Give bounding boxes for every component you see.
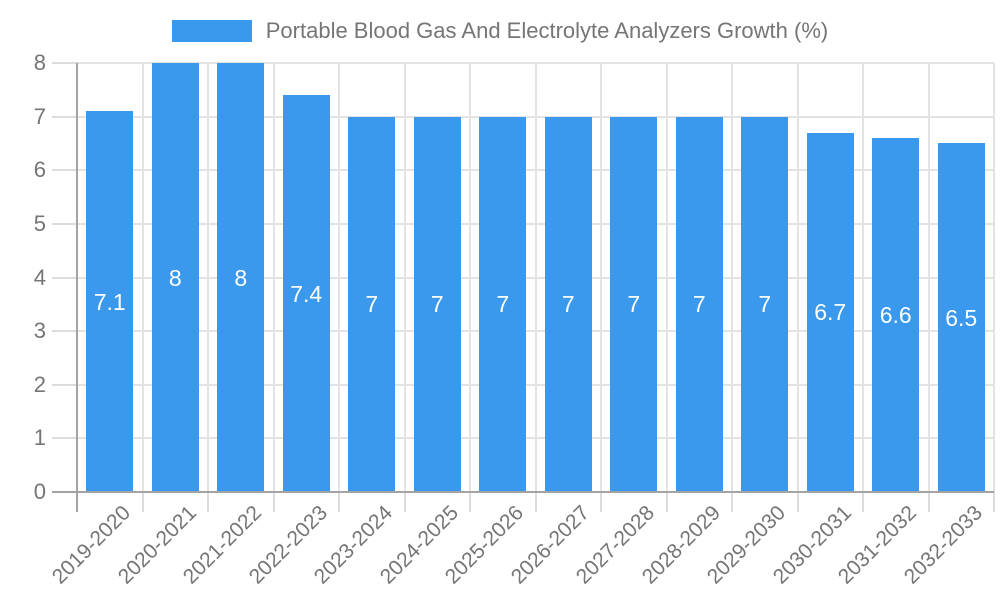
chart-legend: Portable Blood Gas And Electrolyte Analy… xyxy=(0,18,1000,44)
bar[interactable] xyxy=(741,116,789,492)
gridline-vertical xyxy=(927,63,930,492)
y-tick-label: 5 xyxy=(33,210,46,236)
gridline-vertical xyxy=(993,63,995,492)
bar-value-label: 7.1 xyxy=(93,288,126,315)
y-axis-tick xyxy=(52,437,77,440)
x-axis-tick xyxy=(403,492,406,512)
bar-value-label: 7 xyxy=(365,291,379,318)
bar-value-label: 6.5 xyxy=(945,304,978,331)
x-axis-tick xyxy=(207,492,209,512)
gridline-vertical xyxy=(272,63,275,492)
x-axis-tick xyxy=(272,492,275,512)
bar-value-label: 7 xyxy=(758,291,772,318)
x-axis-line xyxy=(77,491,994,493)
legend-swatch-icon xyxy=(171,20,252,42)
chart-title: Portable Blood Gas And Electrolyte Analy… xyxy=(265,18,829,43)
x-axis-tick xyxy=(469,492,471,512)
gridline-vertical xyxy=(469,63,471,492)
gridline-vertical xyxy=(338,63,340,492)
gridline-vertical xyxy=(731,63,733,492)
x-axis-tick xyxy=(993,492,995,512)
bar[interactable] xyxy=(282,95,330,492)
bar[interactable] xyxy=(348,116,396,492)
x-axis-tick xyxy=(665,492,668,512)
bar[interactable] xyxy=(806,132,854,492)
bar-value-label: 7 xyxy=(430,291,444,318)
legend-item[interactable]: Portable Blood Gas And Electrolyte Analy… xyxy=(171,18,829,44)
bar-value-label: 8 xyxy=(234,264,248,291)
bar[interactable] xyxy=(675,116,723,492)
gridline-vertical xyxy=(141,63,144,492)
y-axis-tick xyxy=(52,222,77,225)
bar[interactable] xyxy=(937,143,985,492)
y-axis-tick xyxy=(52,383,77,386)
bar-value-label: 8 xyxy=(168,264,182,291)
bar[interactable] xyxy=(86,111,134,492)
bar[interactable] xyxy=(479,116,527,492)
bar-value-label: 7.4 xyxy=(290,280,323,307)
bar[interactable] xyxy=(872,138,920,492)
y-axis-line xyxy=(76,63,78,512)
y-tick-label: 4 xyxy=(33,264,46,290)
x-axis-tick xyxy=(731,492,733,512)
y-tick-label: 3 xyxy=(33,318,46,344)
x-axis-tick xyxy=(862,492,864,512)
y-tick-label: 0 xyxy=(33,479,46,504)
gridline-vertical xyxy=(207,63,209,492)
gridline-vertical xyxy=(862,63,864,492)
x-axis-tick xyxy=(338,492,340,512)
bar-value-label: 7 xyxy=(496,291,510,318)
bar-value-label: 7 xyxy=(561,291,575,318)
y-tick-label: 2 xyxy=(33,371,46,397)
bar[interactable] xyxy=(544,116,592,492)
y-axis-tick xyxy=(52,330,77,333)
x-axis-tick xyxy=(534,492,537,512)
y-axis-tick xyxy=(52,491,77,493)
bar[interactable] xyxy=(217,63,265,492)
x-axis-tick xyxy=(927,492,930,512)
gridline-vertical xyxy=(534,63,537,492)
y-tick-label: 6 xyxy=(33,157,46,183)
x-axis-tick xyxy=(141,492,144,512)
gridline-vertical xyxy=(403,63,406,492)
bar[interactable] xyxy=(151,63,199,492)
bar-value-label: 7 xyxy=(692,291,706,318)
bar-value-label: 6.6 xyxy=(879,302,912,329)
x-axis-tick xyxy=(796,492,799,512)
bar[interactable] xyxy=(413,116,461,492)
bar-value-label: 6.7 xyxy=(814,299,847,326)
bar[interactable] xyxy=(610,116,658,492)
x-axis-tick xyxy=(600,492,602,512)
gridline-vertical xyxy=(600,63,602,492)
y-tick-label: 8 xyxy=(33,50,46,75)
y-axis-tick xyxy=(52,62,77,64)
y-axis-tick xyxy=(52,169,77,172)
y-tick-label: 7 xyxy=(33,103,46,129)
y-axis-tick xyxy=(52,276,77,279)
gridline-vertical xyxy=(796,63,799,492)
y-tick-label: 1 xyxy=(33,425,46,451)
y-axis-tick xyxy=(52,115,77,118)
bar-value-label: 7 xyxy=(627,291,641,318)
gridline-vertical xyxy=(665,63,668,492)
